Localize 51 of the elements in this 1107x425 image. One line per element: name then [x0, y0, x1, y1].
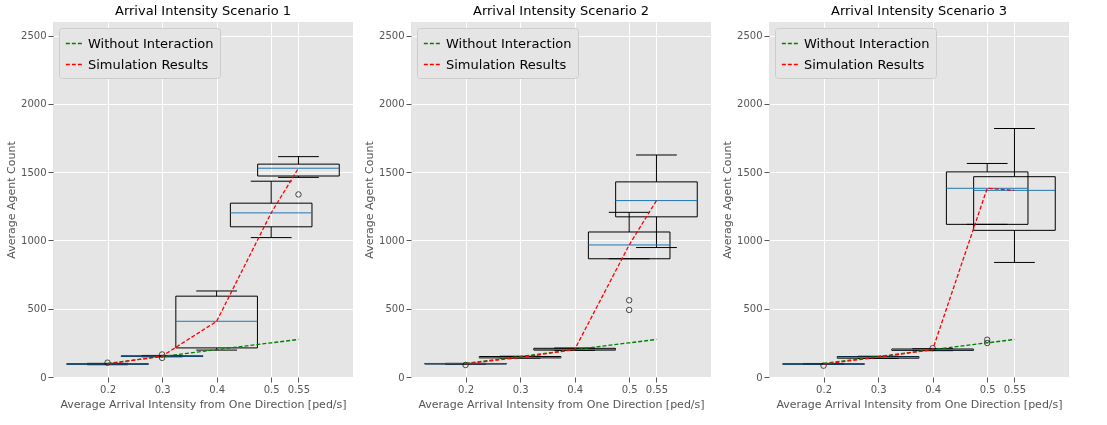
- x-tick-label: 0.55: [287, 383, 311, 395]
- y-tick-label: 1000: [737, 234, 763, 246]
- x-tick-label: 0.4: [567, 383, 584, 395]
- y-tick-label: 1000: [379, 234, 405, 246]
- x-tick-label: 0.55: [645, 383, 669, 395]
- y-tick-label: 2500: [737, 30, 763, 42]
- y-tick-label: 500: [385, 303, 405, 315]
- x-tick-label: 0.4: [209, 383, 226, 395]
- x-tick-label: 0.55: [1003, 383, 1027, 395]
- y-axis-title: Average Agent Count: [363, 140, 377, 259]
- x-axis-title: Average Arrival Intensity from One Direction [ped/s]: [60, 397, 347, 411]
- y-tick-label: 500: [743, 303, 763, 315]
- y-tick-label: 2500: [379, 30, 405, 42]
- x-tick-label: 0.5: [979, 383, 996, 395]
- y-tick-label: 1000: [21, 234, 47, 246]
- y-tick-label: 2000: [379, 98, 405, 110]
- chart-title: Arrival Intensity Scenario 1: [114, 3, 292, 18]
- chart-title: Arrival Intensity Scenario 3: [830, 3, 1008, 18]
- line-series: [464, 199, 658, 365]
- legend-label: Simulation Results: [88, 56, 209, 72]
- y-tick-label: 1500: [737, 166, 763, 178]
- y-tick-label: 1500: [21, 166, 47, 178]
- x-axis-title: Average Arrival Intensity from One Direction [ped/s]: [776, 397, 1063, 411]
- chart-title: Arrival Intensity Scenario 2: [472, 3, 650, 18]
- y-tick-label: 2000: [737, 98, 763, 110]
- x-tick-label: 0.5: [263, 383, 280, 395]
- line-series: [822, 187, 1016, 365]
- x-tick-label: 0.2: [100, 383, 116, 395]
- legend-label: Simulation Results: [804, 56, 925, 72]
- x-tick-label: 0.2: [816, 383, 832, 395]
- x-tick-label: 0.5: [621, 383, 638, 395]
- legend-label: Without Interaction: [804, 35, 930, 51]
- x-tick-label: 0.3: [870, 383, 887, 395]
- legend-label: Without Interaction: [88, 35, 214, 51]
- y-tick-label: 0: [40, 371, 47, 383]
- y-tick-label: 0: [398, 371, 405, 383]
- y-axis-title: Average Agent Count: [721, 140, 735, 259]
- x-tick-label: 0.4: [925, 383, 942, 395]
- legend-label: Without Interaction: [446, 35, 572, 51]
- y-tick-label: 1500: [379, 166, 405, 178]
- y-tick-label: 500: [27, 303, 47, 315]
- y-tick-label: 2000: [21, 98, 47, 110]
- x-tick-label: 0.3: [154, 383, 171, 395]
- x-axis-title: Average Arrival Intensity from One Direction [ped/s]: [418, 397, 705, 411]
- x-tick-label: 0.2: [458, 383, 474, 395]
- y-axis-title: Average Agent Count: [5, 140, 19, 259]
- y-tick-label: 0: [756, 371, 763, 383]
- x-tick-label: 0.3: [512, 383, 529, 395]
- legend-label: Simulation Results: [446, 56, 567, 72]
- y-tick-label: 2500: [21, 30, 47, 42]
- line-series: [106, 167, 300, 365]
